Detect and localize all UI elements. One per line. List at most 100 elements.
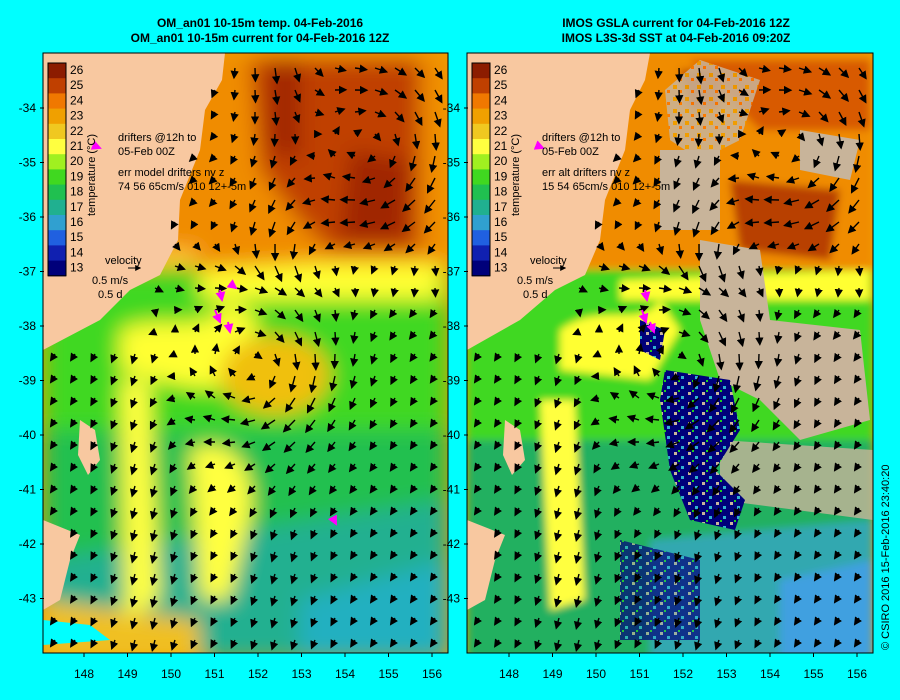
current-arrow xyxy=(493,440,503,450)
current-arrow xyxy=(389,572,399,582)
current-arrow xyxy=(174,263,186,271)
current-arrow xyxy=(306,151,316,161)
current-arrow xyxy=(694,551,703,563)
current-arrow xyxy=(793,638,803,648)
current-arrow xyxy=(288,485,297,497)
current-arrow xyxy=(774,353,783,367)
current-arrow xyxy=(793,528,803,538)
current-arrow xyxy=(770,151,780,160)
current-arrow xyxy=(429,528,439,538)
current-arrow xyxy=(637,323,647,333)
lat-tick-label: -34 xyxy=(19,101,37,115)
current-arrow xyxy=(853,506,863,516)
current-arrow xyxy=(424,199,436,214)
current-arrow xyxy=(725,197,740,206)
current-arrow xyxy=(829,177,840,193)
lat-tick-label: -43 xyxy=(19,592,37,606)
current-arrow xyxy=(712,485,721,497)
current-arrow xyxy=(534,551,543,562)
current-arrow xyxy=(346,151,356,160)
current-arrow xyxy=(427,243,436,255)
current-arrow xyxy=(573,507,583,520)
current-arrow xyxy=(853,155,862,174)
colorbar-swatch xyxy=(472,139,490,155)
current-arrow xyxy=(833,462,843,472)
current-arrow xyxy=(674,133,683,146)
current-arrow xyxy=(188,153,198,163)
current-arrow xyxy=(230,221,238,233)
current-arrow xyxy=(714,595,723,607)
current-arrow xyxy=(554,375,563,387)
current-arrow xyxy=(698,265,707,283)
current-arrow xyxy=(230,617,239,628)
current-arrow xyxy=(736,265,745,280)
current-arrow xyxy=(714,551,723,563)
current-arrow xyxy=(329,375,338,392)
current-arrow xyxy=(473,418,483,428)
current-arrow xyxy=(69,352,79,362)
lat-tick-label: -37 xyxy=(443,265,461,279)
current-arrow xyxy=(855,265,864,277)
colorbar-swatch xyxy=(472,245,490,262)
current-arrow xyxy=(573,397,582,408)
current-arrow xyxy=(130,397,138,409)
current-arrow xyxy=(694,529,702,541)
colorbar-tick-label: 26 xyxy=(494,63,508,77)
current-arrow xyxy=(514,374,523,385)
right-map xyxy=(467,53,873,653)
current-arrow xyxy=(473,462,483,472)
current-arrow xyxy=(230,639,239,650)
lat-tick-label: -35 xyxy=(19,156,37,170)
current-arrow xyxy=(814,397,822,407)
current-arrow xyxy=(254,265,265,281)
current-arrow xyxy=(70,594,79,604)
current-arrow xyxy=(534,463,543,474)
current-arrow xyxy=(150,353,159,364)
current-arrow xyxy=(383,243,396,252)
current-arrow xyxy=(270,639,279,651)
current-arrow xyxy=(271,111,280,126)
current-arrow xyxy=(213,323,223,333)
current-arrow xyxy=(773,528,783,538)
current-arrow xyxy=(654,89,663,101)
lat-tick-label: -42 xyxy=(19,537,37,551)
current-arrow xyxy=(758,107,770,116)
current-arrow xyxy=(612,484,622,494)
current-arrow xyxy=(684,419,700,430)
current-arrow xyxy=(383,177,396,189)
current-arrow xyxy=(330,639,339,649)
current-arrow xyxy=(732,375,742,394)
current-arrow xyxy=(70,550,79,560)
current-arrow xyxy=(614,617,623,628)
current-arrow xyxy=(409,594,419,604)
current-arrow xyxy=(654,595,663,606)
lon-tick-label: 151 xyxy=(204,667,224,681)
current-arrow xyxy=(493,352,503,362)
colorbar-swatch xyxy=(472,230,490,246)
lat-tick-label: -39 xyxy=(443,374,461,388)
current-arrow xyxy=(367,153,377,163)
current-arrow xyxy=(353,129,363,138)
current-arrow xyxy=(429,418,439,428)
current-arrow xyxy=(224,461,236,470)
current-arrow xyxy=(751,419,760,433)
current-arrow xyxy=(773,375,782,389)
colorbar-tick-label: 20 xyxy=(494,154,508,168)
current-arrow xyxy=(612,197,622,207)
current-arrow xyxy=(361,175,376,184)
current-arrow xyxy=(268,199,276,214)
current-arrow xyxy=(359,219,376,228)
lon-tick-label: 155 xyxy=(803,667,823,681)
current-arrow xyxy=(493,396,503,406)
current-arrow xyxy=(807,243,820,252)
current-arrow xyxy=(69,440,79,450)
current-arrow xyxy=(49,396,59,406)
current-arrow xyxy=(673,177,682,190)
current-arrow xyxy=(675,89,684,104)
colorbars: 2625242322212019181716151413262524232221… xyxy=(47,62,508,277)
current-arrow xyxy=(818,67,832,76)
current-arrow xyxy=(693,507,702,519)
current-arrow xyxy=(674,551,683,562)
current-arrow xyxy=(695,67,705,85)
current-arrow xyxy=(730,463,740,474)
